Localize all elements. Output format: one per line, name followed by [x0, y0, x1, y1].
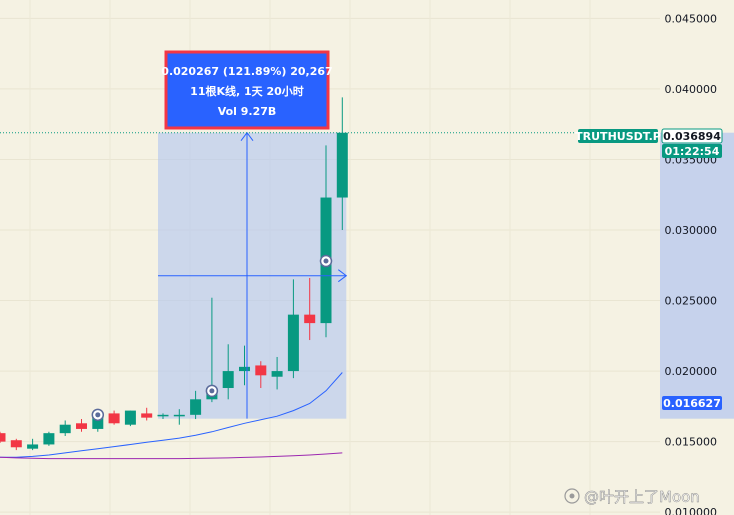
measure-arrowhead-right: [338, 269, 348, 283]
range-low-label: 0.016627: [663, 397, 721, 410]
candle[interactable]: [27, 438, 39, 451]
candle[interactable]: [173, 409, 185, 425]
y-tick-label: 0.045000: [665, 12, 718, 25]
y-tick-label: 0.025000: [665, 295, 718, 308]
candle[interactable]: [0, 431, 6, 444]
candle-body: [336, 132, 348, 198]
candle-body: [271, 371, 283, 377]
axis-range-band: [660, 132, 734, 419]
candle-body: [173, 414, 185, 417]
candle-body: [239, 366, 250, 372]
measure-bars-text: 11根K线, 1天 20小时: [190, 84, 304, 98]
measure-change-text: 0.020267 (121.89%) 20,267: [161, 65, 332, 78]
candle[interactable]: [59, 420, 71, 436]
symbol-tag: TRUTHUSDT.P: [575, 129, 661, 143]
y-tick-label: 0.040000: [665, 83, 718, 96]
candle-body: [43, 433, 55, 445]
candle[interactable]: [271, 356, 283, 390]
candle-body: [190, 399, 202, 415]
watermark-text: @叶开上了Moon: [584, 488, 700, 506]
candle-body: [141, 413, 153, 418]
candle[interactable]: [157, 413, 169, 420]
candle-body: [304, 314, 316, 324]
countdown-label: 01:22:54: [665, 145, 720, 158]
measure-volume-text: Vol 9.27B: [218, 105, 277, 118]
measure-info-box: 0.020267 (121.89%) 20,267 11根K线, 1天 20小时…: [161, 50, 333, 130]
measure-arrowhead-up: [240, 131, 254, 142]
candle-body: [92, 414, 104, 429]
candle[interactable]: [76, 419, 87, 432]
event-marker-icon[interactable]: [205, 384, 219, 398]
candle-body: [10, 440, 22, 448]
last-price-label: 0.036894: [663, 130, 721, 143]
y-tick-label: 0.015000: [665, 436, 718, 449]
countdown-tag: 01:22:54: [662, 144, 722, 158]
candle-body: [157, 414, 169, 417]
candle-body: [76, 423, 87, 429]
last-price-tag: 0.036894: [661, 128, 723, 144]
candle[interactable]: [124, 410, 136, 427]
candle-body: [59, 424, 71, 434]
event-markers[interactable]: [91, 254, 333, 422]
event-marker-icon[interactable]: [319, 254, 333, 268]
candle[interactable]: [141, 407, 153, 421]
candle-body: [27, 444, 39, 449]
candle[interactable]: [287, 279, 299, 379]
candle-body: [0, 433, 6, 442]
ma-line: [0, 452, 343, 460]
candle-body: [287, 314, 299, 372]
candle[interactable]: [239, 345, 250, 386]
range-low-tag: 0.016627: [662, 396, 722, 410]
y-tick-label: 0.010000: [665, 506, 718, 515]
candle[interactable]: [10, 438, 22, 451]
symbol-label: TRUTHUSDT.P: [575, 130, 661, 143]
candle-body: [255, 365, 267, 376]
moving-average-lines: [0, 372, 343, 460]
watermark: @叶开上了Moon: [564, 488, 700, 506]
y-tick-label: 0.020000: [665, 365, 718, 378]
candle[interactable]: [336, 97, 348, 230]
candle[interactable]: [222, 344, 234, 400]
candle-body: [222, 371, 234, 389]
event-marker-icon[interactable]: [91, 408, 105, 422]
candle[interactable]: [108, 410, 120, 425]
candle[interactable]: [43, 431, 55, 446]
candle[interactable]: [255, 361, 267, 389]
ma-line: [0, 372, 343, 458]
candle[interactable]: [304, 277, 316, 341]
y-tick-label: 0.030000: [665, 224, 718, 237]
candle[interactable]: [190, 390, 202, 420]
candle-body: [124, 410, 136, 425]
candle-body: [108, 413, 120, 424]
